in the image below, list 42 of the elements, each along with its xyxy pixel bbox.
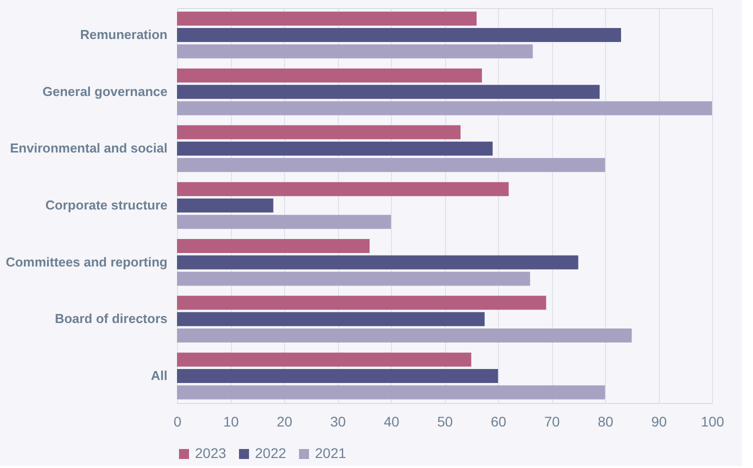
bar	[177, 84, 600, 99]
bar	[177, 214, 391, 229]
x-tick-label: 100	[700, 414, 724, 430]
bar	[177, 296, 546, 310]
bar	[177, 198, 274, 212]
bar	[177, 44, 533, 58]
legend-label: 2023	[195, 445, 226, 461]
bar	[177, 272, 530, 286]
x-tick-label: 10	[223, 414, 239, 430]
y-tick-label: All	[150, 368, 168, 384]
bar	[177, 312, 485, 326]
bar	[177, 142, 493, 156]
bar	[177, 125, 461, 140]
bar	[177, 328, 632, 343]
x-tick-label: 80	[598, 414, 614, 430]
legend-label: 2021	[315, 445, 346, 461]
bar	[177, 182, 509, 196]
bar	[177, 101, 712, 116]
legend-label: 2022	[255, 445, 286, 461]
bar	[177, 352, 472, 367]
bar	[177, 158, 605, 172]
y-tick-label: Remuneration	[80, 26, 168, 42]
x-tick-label: 90	[651, 414, 667, 430]
x-tick-label: 40	[384, 414, 400, 430]
x-tick-label: 70	[544, 414, 560, 430]
x-tick-label: 0	[174, 414, 182, 430]
x-tick-label: 20	[276, 414, 292, 430]
x-tick-label: 60	[490, 414, 506, 430]
x-tick-label: 30	[330, 414, 346, 430]
bar	[177, 12, 477, 26]
y-tick-label: General governance	[42, 84, 168, 99]
y-tick-label: Environmental and social	[10, 140, 168, 156]
x-tick-label: 50	[437, 414, 453, 430]
bar	[177, 68, 482, 82]
bar	[177, 385, 605, 400]
y-tick-label: Committees and reporting	[6, 254, 168, 270]
bar	[177, 369, 498, 384]
y-tick-label: Corporate structure	[45, 198, 168, 212]
y-tick-label: Board of directors	[54, 311, 168, 326]
bar	[177, 238, 370, 253]
bar	[177, 28, 622, 42]
bar	[177, 255, 578, 270]
